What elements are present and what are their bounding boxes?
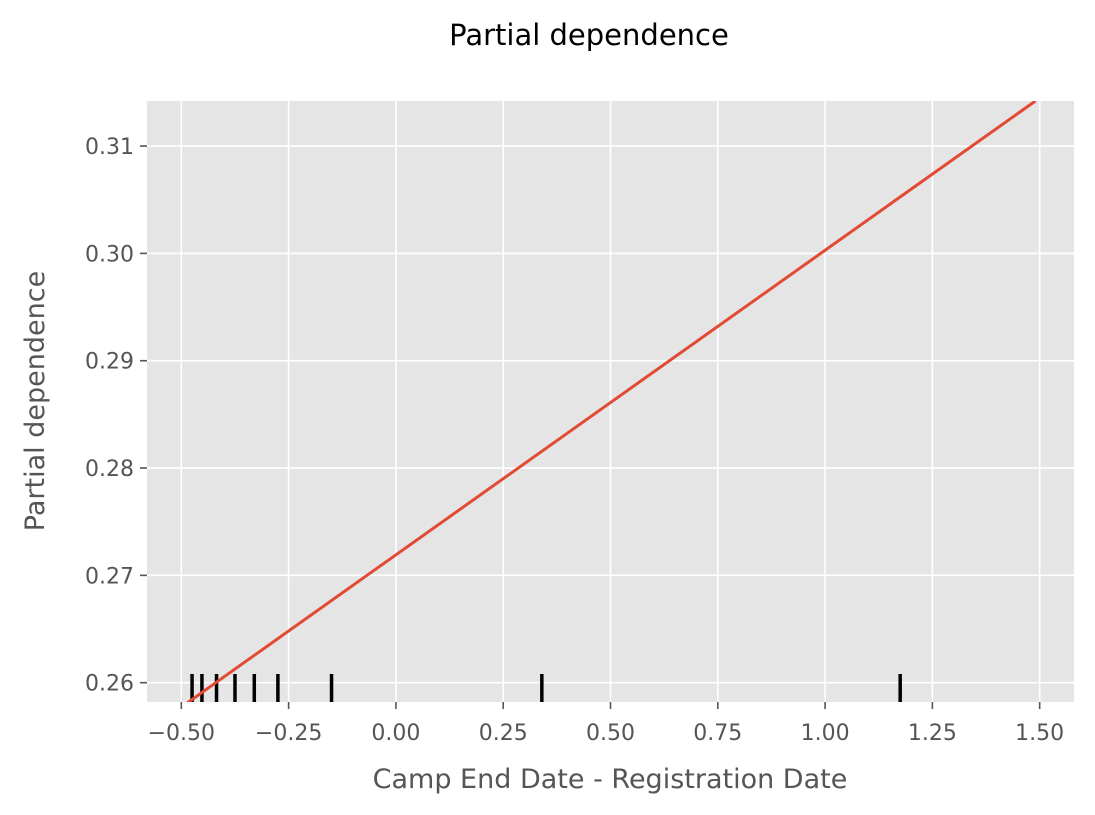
y-axis-label: Partial dependence [20,271,51,531]
x-tick-label: 0.25 [479,721,528,746]
y-tick-label: 0.26 [85,672,134,697]
y-tick-label: 0.27 [85,564,134,589]
x-tick-label: 1.50 [1015,721,1064,746]
chart-title: Partial dependence [449,18,729,52]
x-tick-label: 0.50 [586,721,635,746]
x-tick-label: 0.75 [693,721,742,746]
x-tick-label: 1.00 [801,721,850,746]
y-tick-label: 0.30 [85,242,134,267]
x-tick-label: 1.25 [908,721,957,746]
y-tick-label: 0.29 [85,350,134,375]
y-tick-label: 0.28 [85,457,134,482]
x-tick-label: −0.25 [255,721,322,746]
x-axis-ticks: −0.50 −0.25 0.00 0.25 0.50 0.75 1.00 1.25 1.50 [148,702,1064,746]
y-tick-label: 0.31 [85,135,134,160]
x-tick-label: 0.00 [371,721,420,746]
y-axis-ticks: 0.26 0.27 0.28 0.29 0.30 0.31 [85,135,147,697]
series-group [185,101,1037,702]
x-axis-label: Camp End Date - Registration Date [373,764,848,795]
x-tick-label: −0.50 [148,721,215,746]
grid [147,101,1074,702]
rug-marks [190,674,902,702]
series-line [185,101,1037,702]
